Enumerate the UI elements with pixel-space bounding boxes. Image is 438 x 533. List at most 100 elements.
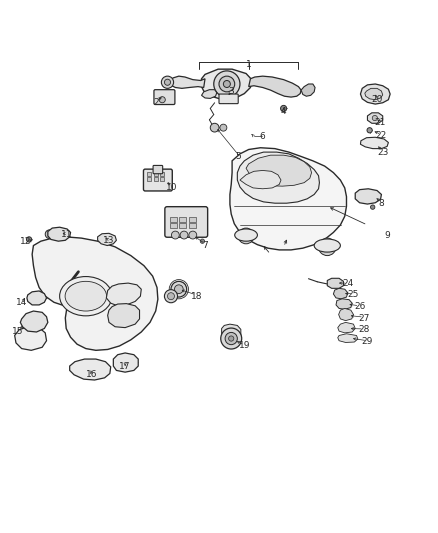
Circle shape <box>171 231 179 239</box>
Text: 27: 27 <box>358 313 370 322</box>
Circle shape <box>161 76 173 88</box>
Bar <box>170 217 177 222</box>
Polygon shape <box>367 113 383 123</box>
Text: 29: 29 <box>362 337 373 346</box>
Text: 1: 1 <box>246 60 251 69</box>
Circle shape <box>84 285 106 307</box>
FancyBboxPatch shape <box>144 169 172 191</box>
FancyBboxPatch shape <box>153 165 162 174</box>
Polygon shape <box>355 189 381 204</box>
Circle shape <box>214 71 240 97</box>
Bar <box>160 177 164 181</box>
Polygon shape <box>246 155 311 186</box>
Text: 12: 12 <box>20 237 32 246</box>
Circle shape <box>167 293 174 300</box>
Bar <box>160 172 164 176</box>
Polygon shape <box>360 138 389 149</box>
Text: 15: 15 <box>11 327 23 336</box>
Bar <box>179 223 186 228</box>
Polygon shape <box>338 334 358 343</box>
Circle shape <box>174 285 183 294</box>
Circle shape <box>45 230 54 239</box>
Polygon shape <box>240 171 281 189</box>
Polygon shape <box>339 309 353 321</box>
Bar <box>170 223 177 228</box>
Polygon shape <box>201 90 217 99</box>
Circle shape <box>189 231 197 239</box>
Circle shape <box>223 80 230 87</box>
Text: 26: 26 <box>354 302 365 311</box>
Circle shape <box>109 236 115 241</box>
Text: 7: 7 <box>202 241 208 250</box>
Polygon shape <box>169 76 205 88</box>
Circle shape <box>372 116 378 120</box>
Polygon shape <box>14 327 46 350</box>
Text: 20: 20 <box>371 95 383 104</box>
Bar <box>153 177 158 181</box>
Text: 5: 5 <box>236 152 241 161</box>
Polygon shape <box>336 299 352 309</box>
Polygon shape <box>48 227 71 241</box>
Text: 14: 14 <box>16 298 27 307</box>
Polygon shape <box>333 288 348 299</box>
Text: 18: 18 <box>191 292 202 301</box>
Ellipse shape <box>65 281 106 311</box>
Circle shape <box>371 205 375 209</box>
Polygon shape <box>98 233 117 246</box>
Text: 28: 28 <box>358 325 370 334</box>
Polygon shape <box>338 322 355 333</box>
Ellipse shape <box>314 239 340 252</box>
Circle shape <box>200 239 205 244</box>
Circle shape <box>323 243 332 251</box>
Polygon shape <box>365 88 383 100</box>
Polygon shape <box>301 84 315 96</box>
Circle shape <box>164 289 177 303</box>
Circle shape <box>225 333 237 345</box>
Circle shape <box>360 193 367 200</box>
Circle shape <box>26 237 32 242</box>
Polygon shape <box>70 359 111 380</box>
Text: 24: 24 <box>342 279 353 288</box>
Text: 10: 10 <box>166 183 177 192</box>
Polygon shape <box>108 304 140 328</box>
Text: 19: 19 <box>239 342 250 351</box>
Polygon shape <box>20 311 48 332</box>
FancyBboxPatch shape <box>154 90 175 104</box>
Circle shape <box>242 232 250 240</box>
Bar <box>147 177 151 181</box>
Bar <box>179 217 186 222</box>
Polygon shape <box>113 353 138 372</box>
Polygon shape <box>32 237 158 350</box>
Text: 2: 2 <box>153 98 159 107</box>
Bar <box>189 223 196 228</box>
Circle shape <box>164 79 170 85</box>
Text: 9: 9 <box>384 231 390 239</box>
Text: 4: 4 <box>281 108 286 116</box>
Polygon shape <box>230 148 346 250</box>
Text: 6: 6 <box>259 132 265 141</box>
Polygon shape <box>222 324 241 335</box>
Text: 11: 11 <box>61 230 73 239</box>
Text: 16: 16 <box>86 370 97 379</box>
Circle shape <box>221 328 242 349</box>
Circle shape <box>171 281 187 297</box>
Text: 21: 21 <box>374 118 385 127</box>
Circle shape <box>220 124 227 131</box>
Text: 17: 17 <box>120 361 131 370</box>
Bar <box>189 217 196 222</box>
Polygon shape <box>360 84 390 104</box>
Polygon shape <box>27 291 46 305</box>
Circle shape <box>219 76 235 92</box>
Text: 8: 8 <box>378 199 384 208</box>
Circle shape <box>318 238 336 256</box>
Circle shape <box>238 228 254 244</box>
Circle shape <box>281 106 287 111</box>
Text: 22: 22 <box>376 131 387 140</box>
Polygon shape <box>327 278 343 288</box>
Circle shape <box>159 96 165 103</box>
Ellipse shape <box>235 229 258 241</box>
Bar <box>147 172 151 176</box>
Text: 13: 13 <box>103 236 115 245</box>
Polygon shape <box>106 283 141 306</box>
Circle shape <box>210 123 219 132</box>
